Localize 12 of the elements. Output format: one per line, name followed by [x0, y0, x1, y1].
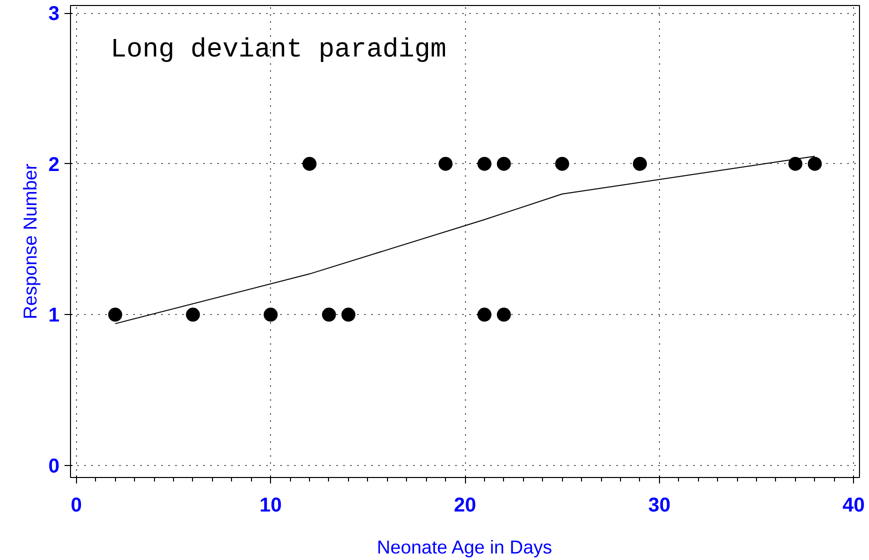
- y-tick-label: 3: [48, 3, 60, 26]
- x-tick-label: 30: [648, 494, 670, 516]
- x-tick-label: 0: [70, 494, 82, 516]
- y-tick-label: 1: [48, 304, 60, 327]
- text: Long deviant paradigm: [110, 36, 446, 66]
- y-tick-label: 2: [48, 154, 60, 176]
- x-axis-title: Neonate Age in Days: [376, 536, 552, 558]
- x-tick-label: 40: [842, 494, 865, 516]
- x-tick-label: 10: [260, 494, 282, 516]
- y-tick-label: 0: [48, 455, 60, 478]
- x-tick-label: 20: [454, 494, 476, 516]
- y-axis-title: Response Number: [19, 164, 40, 320]
